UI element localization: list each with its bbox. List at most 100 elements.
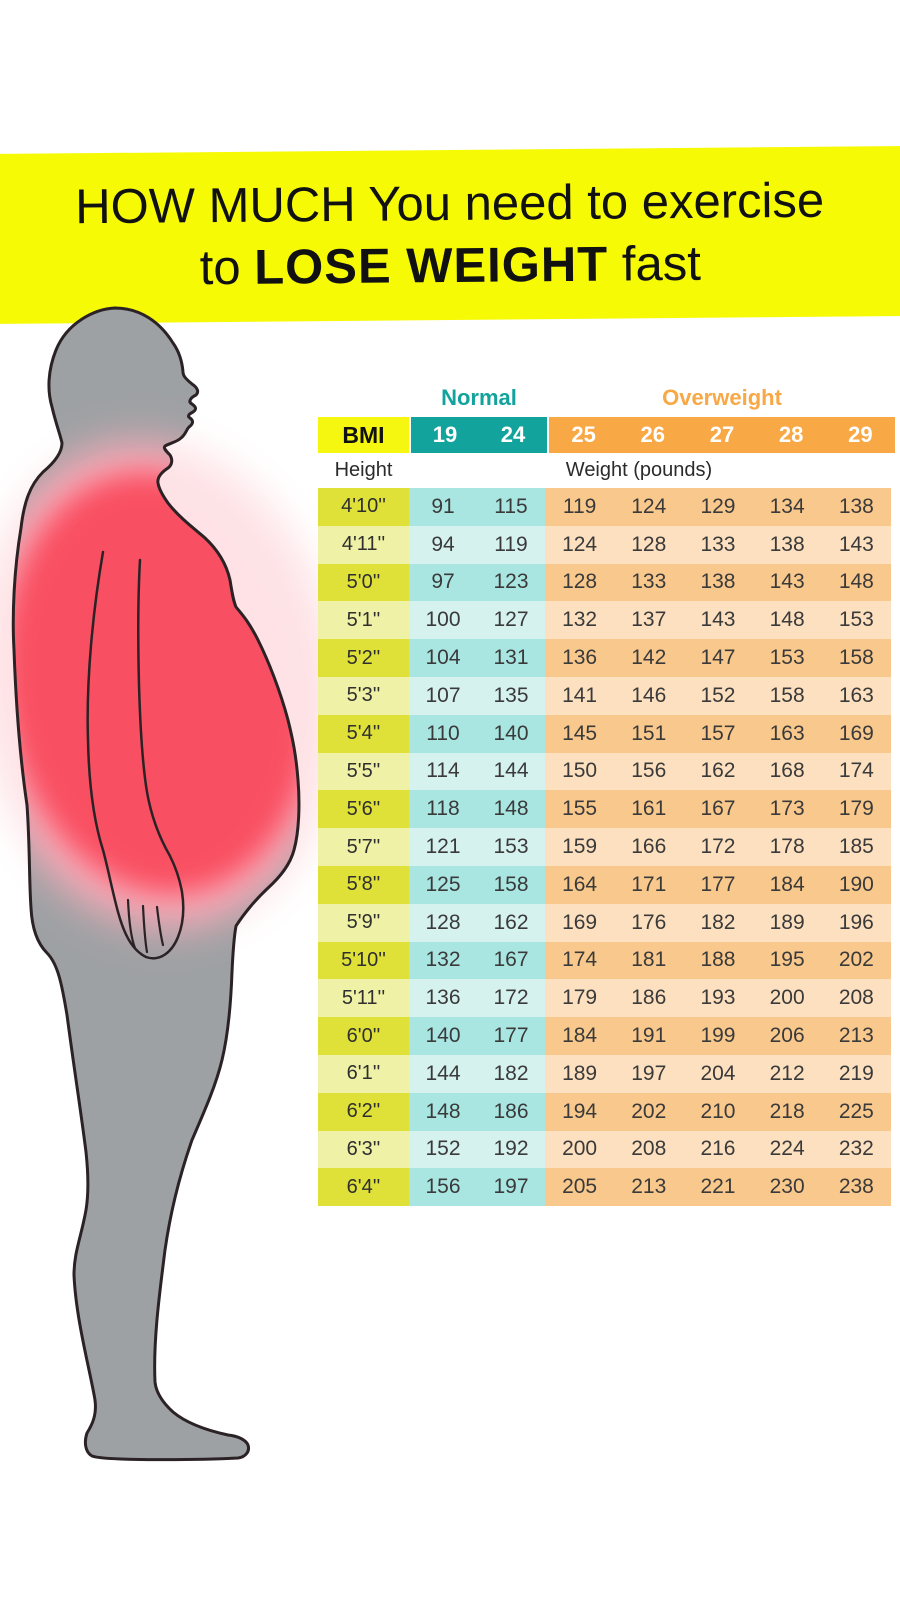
weight-cell: 143 [752, 563, 822, 602]
bmi-header-value: 28 [756, 417, 826, 453]
weight-cell: 221 [683, 1168, 753, 1207]
weight-cell: 131 [477, 639, 545, 677]
title-line-1: HOW MUCH You need to exercise [75, 173, 825, 235]
weight-cell: 200 [545, 1130, 615, 1169]
weight-cell: 124 [614, 488, 684, 526]
height-cell: 5'3'' [318, 676, 409, 715]
weight-cell: 97 [409, 563, 477, 602]
height-cell: 6'0'' [318, 1017, 409, 1055]
weight-cell: 133 [683, 525, 753, 564]
weight-cell: 182 [683, 903, 753, 942]
weight-cell: 232 [821, 1130, 891, 1169]
weight-cell: 132 [409, 941, 477, 980]
weight-cell: 179 [821, 790, 891, 829]
bmi-header-value: 27 [687, 417, 757, 453]
bmi-header-value: 24 [479, 417, 547, 453]
weight-cell: 176 [614, 903, 684, 942]
figure-svg [0, 306, 340, 1462]
weight-cell: 148 [821, 563, 891, 602]
weight-cell: 208 [614, 1130, 684, 1169]
bmi-table-row: 5'7'' 121 153 159 166 172 178 185 [318, 828, 895, 866]
weight-cell: 224 [752, 1130, 822, 1169]
bmi-table-row: 5'2'' 104 131 136 142 147 153 158 [318, 639, 895, 677]
height-cell: 5'9'' [318, 903, 409, 942]
bmi-table-row: 5'0'' 97 123 128 133 138 143 148 [318, 563, 895, 602]
weight-cell: 213 [821, 1017, 891, 1055]
weight-cell: 167 [477, 941, 545, 980]
weight-cell: 155 [545, 790, 615, 829]
bmi-table-body: 4'10'' 91 115 119 124 129 134 138 4'11'' 94 119 124… [318, 488, 895, 1207]
height-cell: 5'10'' [318, 941, 409, 980]
weight-cell: 91 [409, 488, 477, 526]
bmi-table-row: 6'1'' 144 182 189 197 204 212 219 [318, 1054, 895, 1093]
weight-cell: 136 [409, 979, 477, 1018]
weight-cell: 146 [614, 676, 684, 715]
height-cell: 4'10'' [318, 488, 409, 526]
bmi-header-value: 19 [409, 417, 479, 453]
bmi-table-row: 6'4'' 156 197 205 213 221 230 238 [318, 1168, 895, 1207]
height-column-label: Height [334, 459, 393, 481]
overweight-man-silhouette [0, 300, 340, 1475]
bmi-table-row: 5'8'' 125 158 164 171 177 184 190 [318, 865, 895, 904]
bmi-subheader-row: Height Weight (pounds) [318, 453, 895, 488]
weight-cell: 121 [409, 828, 477, 866]
weight-cell: 171 [614, 865, 684, 904]
height-cell: 6'4'' [318, 1168, 409, 1207]
height-cell: 6'3'' [318, 1130, 409, 1169]
bmi-group-labels: Normal Overweight [318, 383, 895, 417]
weight-cell: 118 [409, 790, 477, 829]
weight-cell: 156 [614, 752, 684, 791]
height-cell: 5'0'' [318, 563, 409, 602]
weight-cell: 104 [409, 639, 477, 677]
weight-cell: 151 [614, 714, 684, 753]
weight-cell: 200 [752, 979, 822, 1018]
bmi-table-row: 5'11'' 136 172 179 186 193 200 208 [318, 979, 895, 1018]
weight-cell: 150 [545, 752, 615, 791]
title-line-2-prefix: to [199, 240, 255, 296]
bmi-table-row: 4'10'' 91 115 119 124 129 134 138 [318, 488, 895, 526]
weight-cell: 123 [477, 563, 545, 602]
weight-cell: 143 [821, 525, 891, 564]
weight-cell: 142 [614, 639, 684, 677]
weight-cell: 202 [821, 941, 891, 980]
bmi-table-row: 5'9'' 128 162 169 176 182 189 196 [318, 903, 895, 942]
weight-cell: 230 [752, 1168, 822, 1207]
weight-cell: 133 [614, 563, 684, 602]
weight-cell: 148 [752, 601, 822, 640]
bmi-table: Normal Overweight BMI 19 24 25 26 27 28 29 Heig… [318, 383, 895, 1207]
height-cell: 5'5'' [318, 752, 409, 791]
height-cell: 5'1'' [318, 601, 409, 640]
weight-cell: 191 [614, 1017, 684, 1055]
weight-cell: 174 [545, 941, 615, 980]
weight-cell: 132 [545, 601, 615, 640]
weight-cell: 182 [477, 1054, 545, 1093]
weight-cell: 153 [477, 828, 545, 866]
weight-cell: 184 [545, 1017, 615, 1055]
weight-cell: 197 [614, 1054, 684, 1093]
weight-cell: 172 [683, 828, 753, 866]
bmi-table-row: 6'0'' 140 177 184 191 199 206 213 [318, 1017, 895, 1055]
height-cell: 5'2'' [318, 639, 409, 677]
weight-cell: 195 [752, 941, 822, 980]
weight-cell: 159 [545, 828, 615, 866]
height-cell: 5'4'' [318, 714, 409, 753]
weight-cell: 169 [821, 714, 891, 753]
weight-cell: 138 [821, 488, 891, 526]
weight-cell: 119 [545, 488, 615, 526]
weight-cell: 164 [545, 865, 615, 904]
weight-cell: 163 [821, 676, 891, 715]
weight-cell: 148 [477, 790, 545, 829]
title-line-2: to LOSE WEIGHT fast [199, 236, 701, 296]
weight-cell: 174 [821, 752, 891, 791]
weight-cell: 167 [683, 790, 753, 829]
weight-cell: 210 [683, 1092, 753, 1131]
weight-cell: 219 [821, 1054, 891, 1093]
weight-cell: 143 [683, 601, 753, 640]
weight-cell: 189 [752, 903, 822, 942]
weight-cell: 124 [545, 525, 615, 564]
weight-cell: 206 [752, 1017, 822, 1055]
weight-cell: 115 [477, 488, 545, 526]
bmi-table-row: 5'10'' 132 167 174 181 188 195 202 [318, 941, 895, 980]
weight-cell: 202 [614, 1092, 684, 1131]
arm-and-hand-contour [86, 550, 185, 960]
